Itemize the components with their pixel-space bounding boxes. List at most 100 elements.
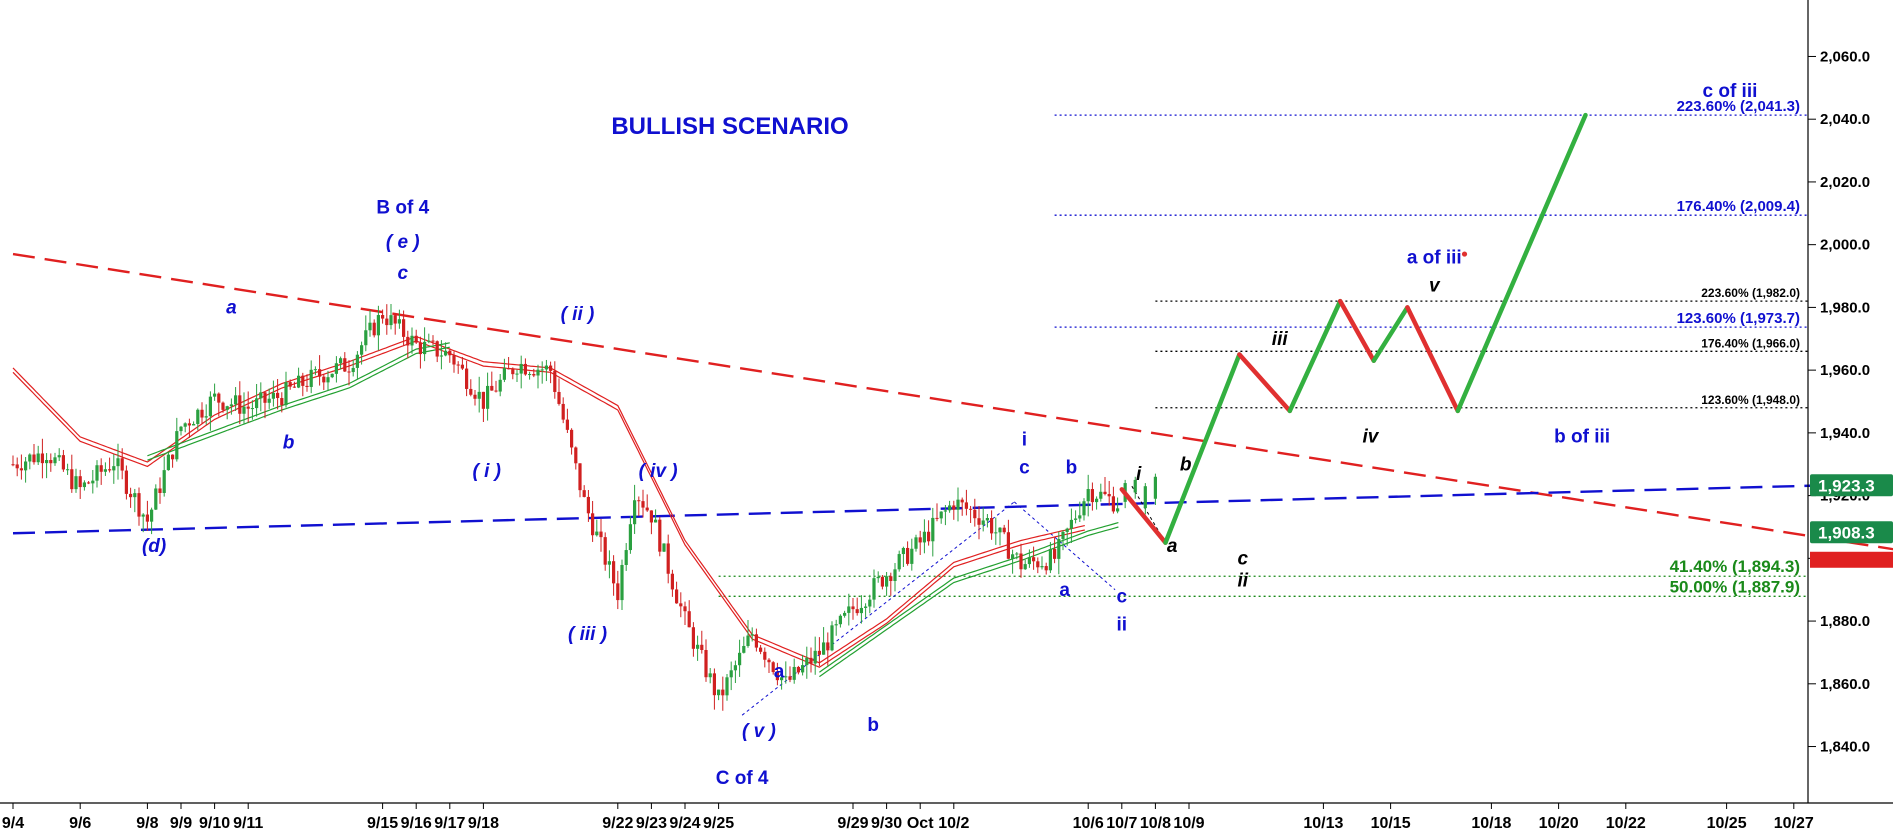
candle-body bbox=[922, 531, 926, 543]
candle-body bbox=[91, 480, 95, 484]
candle-body bbox=[838, 615, 842, 625]
candle-body bbox=[607, 561, 611, 565]
candle-body bbox=[439, 355, 443, 357]
candle-body bbox=[641, 501, 645, 508]
moving-average-line bbox=[12, 335, 1085, 664]
candle-body bbox=[784, 676, 788, 678]
candle-body bbox=[1002, 527, 1006, 533]
wave-label: B of 4 bbox=[376, 197, 429, 218]
wave-label: a of iii bbox=[1407, 247, 1462, 268]
candle-body bbox=[431, 340, 435, 342]
candle-body bbox=[565, 419, 569, 430]
candle-body bbox=[99, 465, 103, 472]
candle-body bbox=[897, 554, 901, 570]
candle-body bbox=[700, 644, 704, 651]
x-tick-label: 10/13 bbox=[1303, 815, 1343, 832]
x-tick-label: 10/18 bbox=[1471, 815, 1511, 832]
candle-body bbox=[654, 519, 658, 523]
candle-body bbox=[981, 520, 985, 525]
candle-body bbox=[754, 634, 758, 648]
candle-body bbox=[658, 519, 662, 552]
candle-body bbox=[183, 423, 187, 427]
candle-body bbox=[423, 341, 427, 355]
candle-body bbox=[473, 394, 477, 399]
y-tick-label: 1,940.0 bbox=[1820, 425, 1870, 442]
candle-body bbox=[973, 509, 977, 519]
candle-body bbox=[393, 315, 397, 324]
candle-body bbox=[360, 345, 364, 355]
candle-body bbox=[498, 379, 502, 392]
candle-body bbox=[460, 364, 464, 369]
x-tick-label: 9/4 bbox=[2, 815, 24, 832]
candle-body bbox=[868, 599, 872, 607]
candle-body bbox=[910, 548, 914, 564]
wave-label: b bbox=[1180, 455, 1192, 476]
candle-body bbox=[612, 561, 616, 584]
candle-body bbox=[364, 330, 368, 346]
candle-body bbox=[435, 341, 439, 357]
projection-up-leg bbox=[1371, 305, 1410, 363]
wave-label: ( i ) bbox=[473, 461, 502, 482]
candle-body bbox=[1116, 508, 1120, 512]
candle-body bbox=[759, 647, 763, 652]
moving-average-line bbox=[147, 342, 450, 457]
wave-label: c bbox=[1019, 458, 1030, 479]
candle-body bbox=[406, 336, 410, 346]
candle-body bbox=[502, 368, 506, 380]
candle-body bbox=[28, 454, 32, 462]
candle-body bbox=[280, 398, 284, 406]
candle-body bbox=[32, 454, 36, 463]
candle-body bbox=[977, 518, 981, 525]
candle-body bbox=[645, 507, 649, 511]
candle-body bbox=[452, 355, 456, 365]
candle-body bbox=[410, 335, 414, 346]
candle-body bbox=[120, 458, 124, 471]
candle-body bbox=[1044, 566, 1048, 571]
candle-body bbox=[49, 460, 53, 464]
red-dot-marker bbox=[1461, 251, 1468, 257]
candle-body bbox=[297, 375, 301, 388]
fib-label: 176.40% (2,009.4) bbox=[1677, 198, 1800, 215]
x-tick-label: 10/7 bbox=[1106, 815, 1137, 832]
candle-body bbox=[158, 488, 162, 493]
candle-body bbox=[507, 368, 511, 370]
candle-body bbox=[288, 382, 292, 387]
candle-body bbox=[717, 689, 721, 696]
candle-body bbox=[990, 518, 994, 534]
candle-body bbox=[137, 493, 141, 517]
wave-channel-line bbox=[1013, 501, 1116, 591]
candle-body bbox=[872, 578, 876, 600]
candle-body bbox=[1057, 538, 1061, 559]
wave-label: c bbox=[397, 263, 408, 284]
candle-body bbox=[662, 543, 666, 552]
candle-body bbox=[255, 398, 259, 409]
candle-body bbox=[318, 369, 322, 377]
projection-up-leg bbox=[1455, 112, 1588, 414]
candle-body bbox=[427, 340, 431, 342]
candle-body bbox=[549, 365, 553, 371]
x-tick-label: 9/17 bbox=[434, 815, 465, 832]
candle-body bbox=[376, 315, 380, 336]
x-tick-label: 9/11 bbox=[233, 815, 263, 832]
candle-body bbox=[994, 532, 998, 534]
candle-body bbox=[448, 350, 452, 356]
candle-body bbox=[1027, 557, 1031, 565]
wave-label: iii bbox=[1272, 329, 1289, 350]
candle-body bbox=[397, 319, 401, 324]
candle-body bbox=[599, 531, 603, 538]
moving-average-line bbox=[147, 346, 450, 461]
wave-label: (d) bbox=[142, 536, 166, 557]
candle-body bbox=[637, 500, 641, 502]
x-tick-label: 9/6 bbox=[69, 815, 91, 832]
candle-body bbox=[1023, 564, 1027, 570]
candle-body bbox=[519, 363, 523, 374]
candle-body bbox=[851, 606, 855, 610]
wave-label: iv bbox=[1363, 426, 1380, 447]
candle-body bbox=[649, 510, 653, 523]
candle-body bbox=[582, 490, 586, 497]
projection-path bbox=[1119, 112, 1588, 545]
candle-body bbox=[414, 335, 418, 343]
wave-label: ii bbox=[1117, 614, 1128, 635]
wave-channel-line bbox=[741, 501, 1015, 716]
chart-title: BULLISH SCENARIO bbox=[611, 113, 848, 140]
